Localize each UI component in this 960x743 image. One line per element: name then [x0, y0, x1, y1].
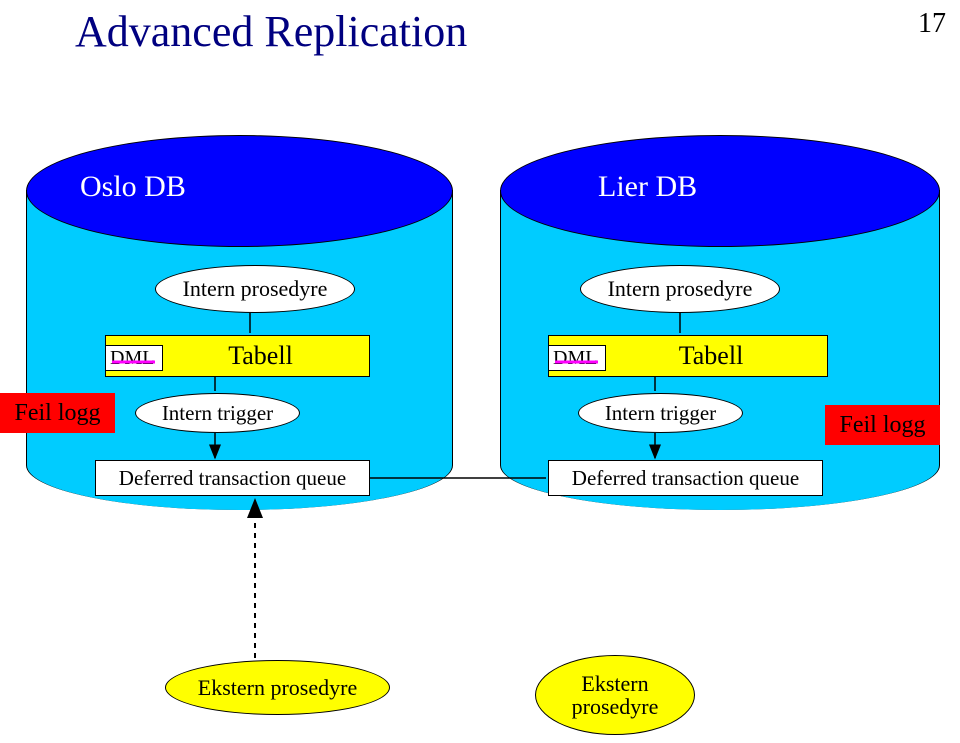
oslo-intern-prosedyre: Intern prosedyre [155, 265, 355, 313]
lier-intern-prosedyre-label: Intern prosedyre [608, 276, 753, 302]
lier-dml-label: DML [553, 347, 597, 370]
ekstern-right-l1: Ekstern [581, 672, 648, 695]
oslo-intern-trigger: Intern trigger [135, 393, 300, 433]
oslo-feil-logg-label: Feil logg [14, 400, 100, 427]
lier-intern-prosedyre: Intern prosedyre [580, 265, 780, 313]
oslo-intern-prosedyre-label: Intern prosedyre [183, 276, 328, 302]
ekstern-prosedyre-right: Ekstern prosedyre [535, 655, 695, 735]
oslo-db-label: Oslo DB [80, 170, 186, 204]
lier-dml-box: DML [548, 345, 606, 371]
lier-cylinder-top [500, 135, 940, 247]
oslo-intern-trigger-label: Intern trigger [162, 401, 273, 426]
ekstern-prosedyre-left: Ekstern prosedyre [165, 660, 390, 715]
page-number: 17 [918, 8, 946, 40]
lier-feil-logg: Feil logg [825, 405, 940, 445]
lier-tabell-label: Tabell [679, 341, 744, 371]
oslo-deferred-queue-label: Deferred transaction queue [119, 466, 346, 491]
lier-deferred-queue-label: Deferred transaction queue [572, 466, 799, 491]
oslo-deferred-queue: Deferred transaction queue [95, 460, 370, 496]
lier-deferred-queue: Deferred transaction queue [548, 460, 823, 496]
ekstern-left-label: Ekstern prosedyre [198, 675, 357, 701]
oslo-dml-box: DML [105, 345, 163, 371]
ekstern-right-l2: prosedyre [572, 695, 659, 718]
lier-intern-trigger-label: Intern trigger [605, 401, 716, 426]
oslo-dml-label: DML [110, 347, 154, 370]
oslo-feil-logg: Feil logg [0, 393, 115, 433]
lier-db-label: Lier DB [598, 170, 697, 204]
oslo-tabell-label: Tabell [228, 341, 293, 371]
page-title: Advanced Replication [75, 6, 467, 57]
lier-intern-trigger: Intern trigger [578, 393, 743, 433]
lier-feil-logg-label: Feil logg [839, 412, 925, 439]
